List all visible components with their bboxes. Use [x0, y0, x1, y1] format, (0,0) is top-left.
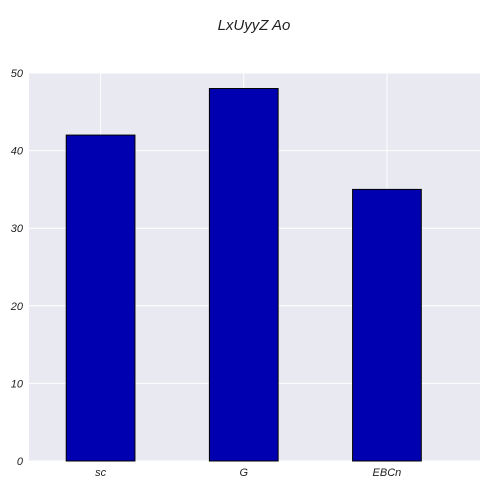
bar-g — [208, 88, 279, 462]
bar-ebcn — [352, 188, 422, 462]
chart-title: LxUyyZ Ao — [218, 17, 291, 34]
x-tick-label: G — [239, 467, 248, 479]
y-tick-label: 0 — [17, 456, 24, 468]
bar-sc — [65, 134, 136, 462]
bars — [65, 88, 422, 462]
y-tick-label: 30 — [11, 223, 24, 235]
y-tick-label: 10 — [11, 378, 24, 390]
x-tick-label: sc — [95, 467, 107, 479]
y-tick-label: 20 — [10, 301, 24, 313]
y-tick-label: 40 — [11, 146, 24, 158]
y-axis-ticks: 0 10 20 30 40 50 — [10, 68, 24, 468]
y-tick-label: 50 — [11, 68, 24, 80]
x-axis-ticks: sc G EBCn — [95, 467, 401, 479]
x-tick-label: EBCn — [373, 467, 402, 479]
